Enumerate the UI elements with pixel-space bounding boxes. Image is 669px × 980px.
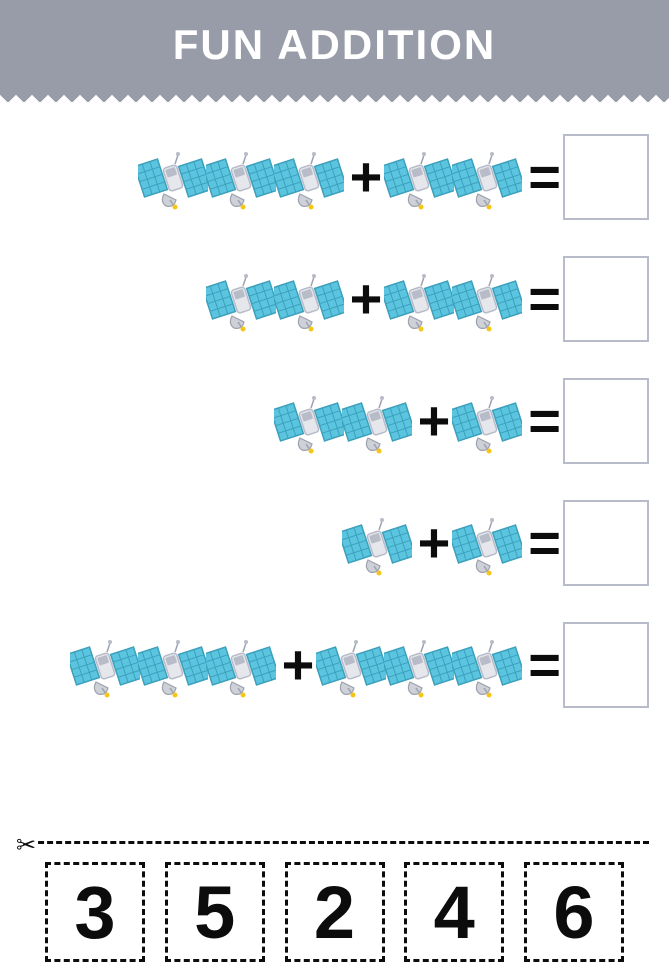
- answer-tiles: 35246: [20, 862, 649, 962]
- header-bar: FUN ADDITION: [0, 0, 669, 90]
- satellite-icon: [138, 138, 208, 216]
- left-group: [278, 382, 412, 460]
- equals-operator: =: [528, 149, 553, 205]
- left-group: [74, 626, 276, 704]
- number-tile[interactable]: 5: [165, 862, 265, 962]
- satellite-icon: [452, 626, 522, 704]
- satellite-icon: [206, 260, 276, 338]
- satellite-icon: [206, 138, 276, 216]
- satellite-icon: [452, 382, 522, 460]
- left-group: [142, 138, 344, 216]
- cut-section: ✂ 35246: [0, 841, 669, 962]
- right-group: [320, 626, 522, 704]
- answer-box[interactable]: [563, 256, 649, 342]
- answer-box[interactable]: [563, 500, 649, 586]
- plus-operator: +: [418, 515, 451, 571]
- number-tile[interactable]: 6: [524, 862, 624, 962]
- satellite-icon: [342, 504, 412, 582]
- satellite-icon: [452, 138, 522, 216]
- problem-row: +=: [20, 620, 649, 710]
- number-tile[interactable]: 2: [285, 862, 385, 962]
- right-group: [388, 260, 522, 338]
- plus-operator: +: [282, 637, 315, 693]
- plus-operator: +: [418, 393, 451, 449]
- problem-row: +=: [20, 254, 649, 344]
- left-group: [346, 504, 412, 582]
- satellite-icon: [452, 260, 522, 338]
- left-group: [210, 260, 344, 338]
- scissors-icon: ✂: [16, 831, 38, 860]
- satellite-icon: [452, 504, 522, 582]
- problem-row: +=: [20, 132, 649, 222]
- zigzag-divider: [0, 90, 669, 102]
- satellite-icon: [274, 138, 344, 216]
- satellite-icon: [342, 382, 412, 460]
- page-title: FUN ADDITION: [173, 21, 496, 69]
- equals-operator: =: [528, 515, 553, 571]
- satellite-icon: [274, 382, 344, 460]
- problems-area: +=+=+=+=+=: [0, 102, 669, 752]
- cut-line: ✂: [20, 841, 649, 844]
- satellite-icon: [138, 626, 208, 704]
- satellite-icon: [274, 260, 344, 338]
- plus-operator: +: [350, 271, 383, 327]
- number-tile[interactable]: 3: [45, 862, 145, 962]
- right-group: [456, 382, 522, 460]
- right-group: [388, 138, 522, 216]
- satellite-icon: [206, 626, 276, 704]
- answer-box[interactable]: [563, 378, 649, 464]
- number-tile[interactable]: 4: [404, 862, 504, 962]
- right-group: [456, 504, 522, 582]
- answer-box[interactable]: [563, 134, 649, 220]
- equals-operator: =: [528, 637, 553, 693]
- problem-row: +=: [20, 498, 649, 588]
- satellite-icon: [316, 626, 386, 704]
- satellite-icon: [384, 626, 454, 704]
- answer-box[interactable]: [563, 622, 649, 708]
- equals-operator: =: [528, 393, 553, 449]
- plus-operator: +: [350, 149, 383, 205]
- satellite-icon: [384, 138, 454, 216]
- satellite-icon: [384, 260, 454, 338]
- problem-row: +=: [20, 376, 649, 466]
- equals-operator: =: [528, 271, 553, 327]
- satellite-icon: [70, 626, 140, 704]
